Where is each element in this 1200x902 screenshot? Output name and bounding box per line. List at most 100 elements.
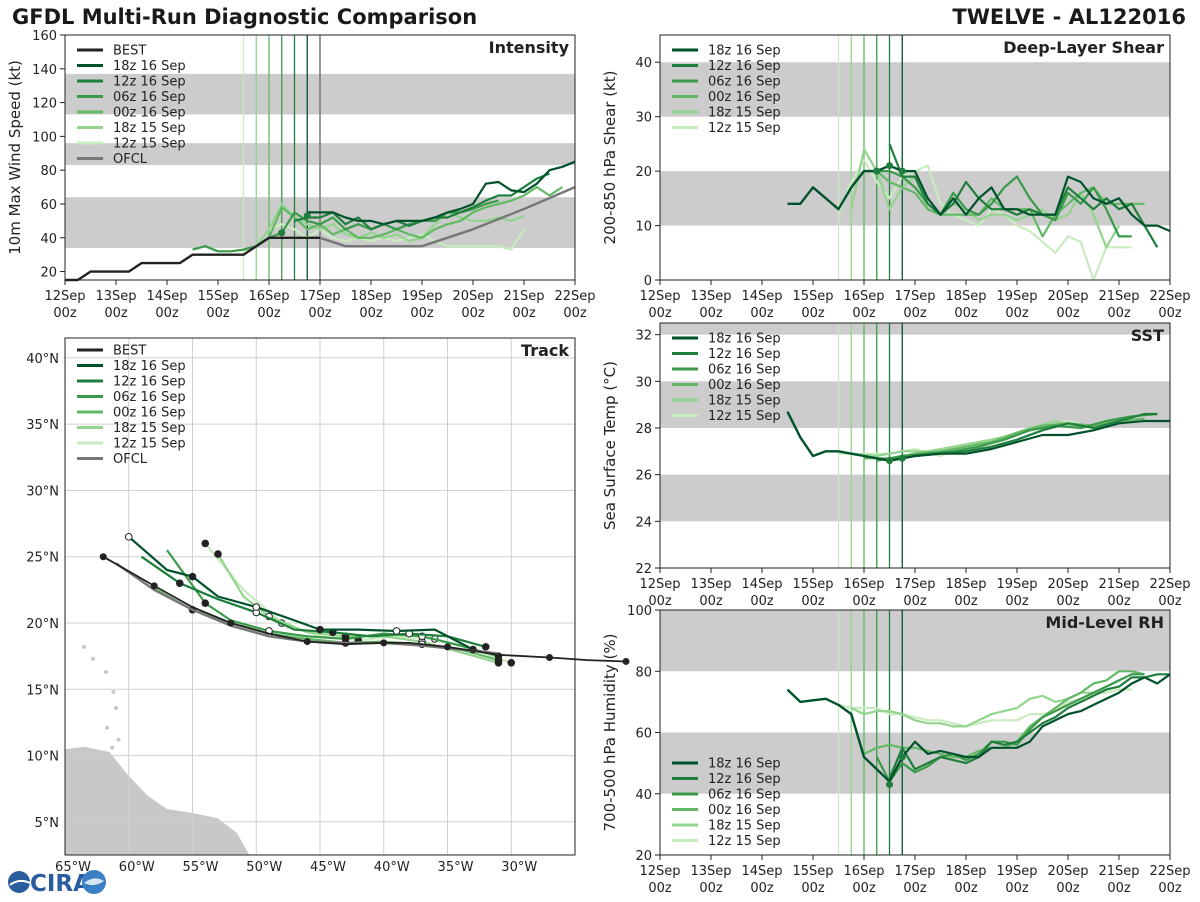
x-tick-label-hour: 00z [1158, 881, 1182, 896]
shaded-band [65, 143, 575, 166]
x-tick-label-hour: 00z [1107, 594, 1131, 609]
x-tick-label-hour: 00z [155, 306, 179, 321]
track-point [328, 628, 337, 637]
track-point [494, 652, 503, 660]
x-tick-label-date: 17Sep [299, 289, 340, 304]
x-tick-label-hour: 00z [954, 594, 978, 609]
y-axis-label: Sea Surface Temp (°C) [601, 361, 619, 530]
series-line [851, 419, 1132, 458]
y-tick-label: 20°N [26, 617, 59, 632]
track-point [188, 605, 197, 614]
legend-label: 12z 16 Sep [708, 347, 781, 362]
island [103, 670, 108, 675]
y-tick-label: 140 [32, 63, 57, 78]
x-tick-label-date: 22Sep [554, 289, 595, 304]
x-tick-label-hour: 00z [903, 881, 927, 896]
x-tick-label-date: 14Sep [146, 289, 187, 304]
x-tick-label-date: 19Sep [996, 577, 1037, 592]
x-tick-label-date: 15Sep [792, 289, 833, 304]
legend-label: 06z 16 Sep [708, 363, 781, 378]
track-point [507, 658, 516, 667]
x-tick-label-hour: 00z [206, 306, 230, 321]
shaded-band [660, 323, 1170, 335]
shaded-band [660, 62, 1170, 117]
x-tick-label-hour: 00z [563, 306, 587, 321]
track-point [252, 603, 261, 611]
track-point [481, 643, 490, 651]
best-line [786, 688, 904, 783]
island [91, 656, 96, 661]
legend-label: 18z 15 Sep [708, 106, 781, 121]
series-line [901, 673, 1171, 759]
legend-label: OFCL [113, 452, 148, 467]
series-line [902, 419, 1170, 460]
x-tick-label-hour: 00z [1056, 881, 1080, 896]
x-tick-label-hour: 00z [1107, 306, 1131, 321]
series-line [889, 412, 1158, 462]
x-tick-label-date: 15Sep [792, 864, 833, 879]
y-tick-label: 25°N [26, 551, 59, 566]
y-tick-label: 60 [635, 727, 652, 742]
best-point [380, 639, 388, 647]
x-tick-label-date: 20Sep [1047, 289, 1088, 304]
legend-label: 06z 16 Sep [113, 90, 186, 105]
track-line [140, 555, 487, 648]
x-tick-label-date: 19Sep [996, 864, 1037, 879]
x-tick-label: 35°W [438, 860, 474, 875]
track-point [188, 572, 197, 581]
y-axis-label: 700-500 hPa Humidity (%) [601, 633, 619, 831]
series-line [876, 170, 1132, 238]
track-point [341, 639, 350, 647]
x-tick-label-hour: 00z [512, 306, 536, 321]
y-tick-label: 120 [32, 97, 57, 112]
y-tick-label: 26 [635, 469, 652, 484]
best-point [444, 643, 451, 651]
series-line [243, 223, 525, 253]
island [110, 745, 115, 750]
x-tick-label-date: 21Sep [1098, 289, 1139, 304]
y-tick-label: 40 [40, 232, 57, 247]
x-tick-label-hour: 00z [410, 306, 434, 321]
init-point [886, 162, 893, 170]
x-tick-label-date: 12Sep [44, 289, 85, 304]
chart-title: Deep-Layer Shear [1003, 38, 1164, 57]
chart-title: Track [521, 341, 569, 360]
plot-frame [659, 322, 1171, 569]
x-tick-label-hour: 00z [801, 594, 825, 609]
y-axis-label: 10m Max Wind Speed (kt) [6, 60, 24, 255]
x-tick-label-date: 16Sep [843, 289, 884, 304]
track-point [392, 627, 401, 635]
island [111, 689, 116, 694]
x-tick-label-hour: 00z [648, 306, 672, 321]
y-tick-label: 32 [635, 329, 652, 344]
y-tick-label: 15°N [26, 683, 59, 698]
shaded-band [660, 381, 1170, 428]
x-tick-label-date: 12Sep [639, 289, 680, 304]
x-tick-label-date: 17Sep [894, 864, 935, 879]
x-tick-label-date: 14Sep [741, 289, 782, 304]
x-tick-label-date: 21Sep [1098, 864, 1139, 879]
init-point [886, 457, 893, 465]
best-point [150, 582, 158, 590]
figure-title: GFDL Multi-Run Diagnostic Comparison [12, 5, 478, 29]
legend-label: 18z 16 Sep [113, 59, 186, 74]
series-line [838, 688, 1132, 728]
track-line [204, 542, 512, 664]
x-tick-label-date: 13Sep [690, 864, 731, 879]
best-point [622, 657, 630, 665]
legend-label: BEST [113, 344, 146, 359]
x-tick-label-hour: 00z [903, 594, 927, 609]
legend-label: 00z 16 Sep [113, 106, 186, 121]
x-tick-label-date: 18Sep [945, 577, 986, 592]
track-point [316, 625, 324, 634]
x-tick-label-hour: 00z [699, 594, 723, 609]
y-tick-label: 40 [635, 56, 652, 71]
plot-frame [659, 34, 1171, 281]
legend-label: 12z 16 Sep [113, 375, 186, 390]
y-tick-label: 30°N [26, 484, 59, 499]
init-point [278, 229, 286, 237]
x-tick-label-hour: 00z [648, 881, 672, 896]
track-point [265, 629, 273, 638]
plot-frame [64, 34, 576, 281]
